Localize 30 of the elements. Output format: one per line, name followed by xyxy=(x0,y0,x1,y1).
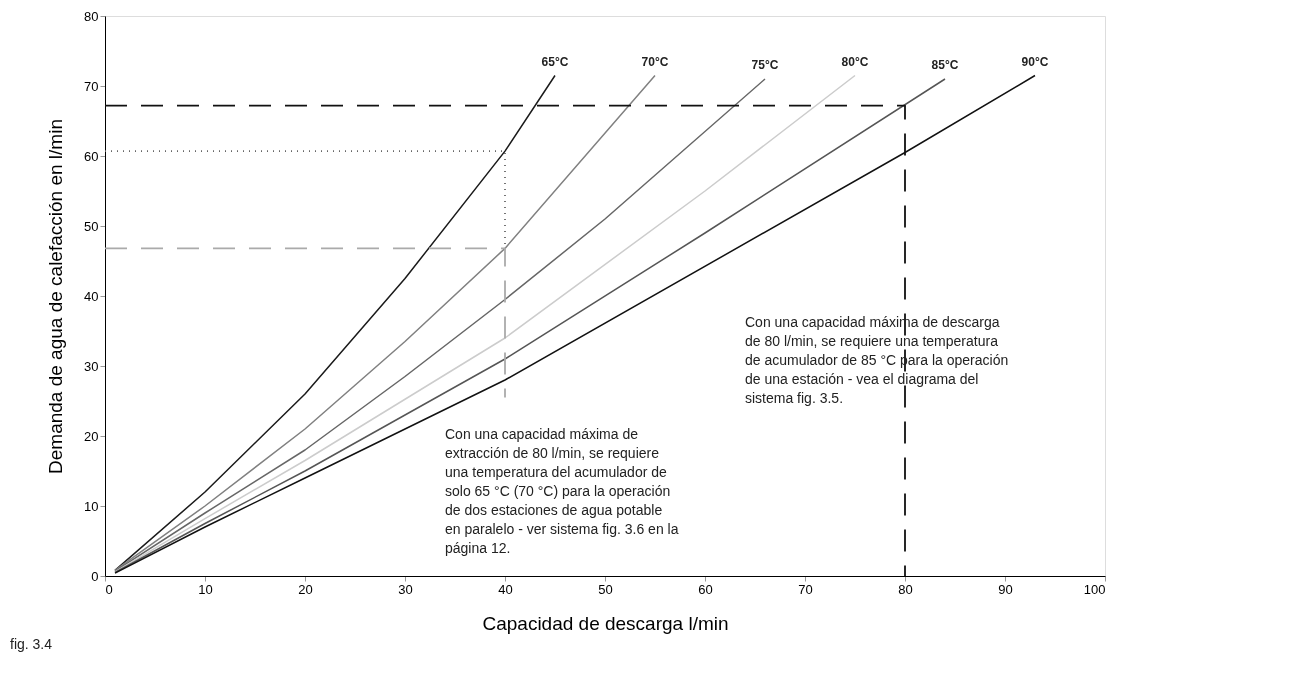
y-tick-label: 60 xyxy=(84,148,99,164)
series-label: 90°C xyxy=(1021,54,1049,69)
series-label: 70°C xyxy=(641,54,669,69)
x-tick-label: 10 xyxy=(198,581,213,597)
series-label: 80°C xyxy=(841,54,869,69)
annotation: Con una capacidad máxima de extracción de 80 l/min, se requiere una temperatura del acumulador de solo 65 °C (70 °C) para la operación de dos estaciones de agua potable en paralelo - ver sistema fig. 3.6 en la página 12. xyxy=(445,425,679,556)
x-tick-label: 70 xyxy=(798,581,813,597)
x-tick-label: 100 xyxy=(1083,581,1106,597)
x-tick-label: 0 xyxy=(105,581,113,597)
caption: fig. 3.4 xyxy=(10,636,53,652)
y-tick-label: 0 xyxy=(91,568,99,584)
x-axis-title: Capacidad de descarga l/min xyxy=(482,612,729,634)
x-tick-label: 80 xyxy=(898,581,913,597)
x-tick-label: 40 xyxy=(498,581,513,597)
x-tick-label: 60 xyxy=(698,581,713,597)
y-tick-label: 70 xyxy=(84,78,99,94)
y-tick-label: 10 xyxy=(84,498,99,514)
series-label: 75°C xyxy=(751,58,779,72)
series-label: 65°C xyxy=(541,54,569,69)
x-tick-label: 30 xyxy=(398,581,413,597)
x-tick-label: 20 xyxy=(298,581,313,597)
x-tick-label: 90 xyxy=(998,581,1013,597)
y-tick-label: 30 xyxy=(84,358,99,374)
y-tick-label: 50 xyxy=(84,218,99,234)
y-tick-label: 40 xyxy=(84,288,99,304)
series-label: 85°C xyxy=(931,58,959,72)
y-tick-label: 80 xyxy=(84,8,99,24)
x-tick-label: 50 xyxy=(598,581,613,597)
y-axis-title: Demanda de agua de calefacción en l/min xyxy=(45,119,67,474)
y-tick-label: 20 xyxy=(84,428,99,444)
